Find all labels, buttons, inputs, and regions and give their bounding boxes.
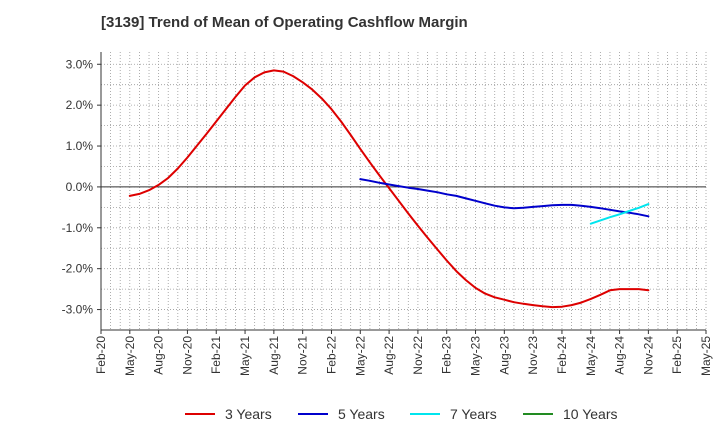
x-tick-label: Aug-24	[613, 336, 627, 375]
legend-swatch	[410, 413, 440, 415]
y-tick-label: 3.0%	[66, 57, 94, 71]
axes	[97, 52, 707, 334]
grid-lines	[100, 52, 707, 331]
y-tick-label: -2.0%	[62, 262, 94, 276]
legend: 3 Years 5 Years 7 Years 10 Years	[0, 404, 720, 424]
legend-label: 10 Years	[563, 406, 618, 422]
series-line-7-years	[589, 203, 650, 225]
x-tick-label: Nov-24	[641, 336, 655, 375]
y-tick-label: -3.0%	[62, 303, 94, 317]
y-tick-label: 1.0%	[66, 139, 94, 153]
legend-swatch	[185, 413, 215, 415]
tick-labels: 3.0% 2.0% 1.0% 0.0% -1.0% -2.0% -3.0% Feb-20 May…	[62, 57, 713, 376]
x-tick-label: Feb-24	[555, 336, 569, 374]
x-tick-label: Nov-21	[296, 336, 310, 375]
y-tick-label: 2.0%	[66, 98, 94, 112]
x-tick-label: May-20	[123, 336, 137, 376]
x-tick-label: Feb-22	[324, 336, 338, 374]
x-tick-label: Feb-21	[209, 336, 223, 374]
x-tick-label: May-23	[469, 336, 483, 376]
x-tick-label: Feb-23	[440, 336, 454, 374]
series-line-5-years	[359, 178, 650, 218]
x-tick-label: May-22	[353, 336, 367, 376]
x-tick-label: May-21	[238, 336, 252, 376]
series-lines	[128, 69, 650, 309]
y-tick-label: -1.0%	[62, 221, 94, 235]
x-tick-label: Nov-20	[180, 336, 194, 375]
legend-item: 10 Years	[523, 404, 618, 424]
x-tick-label: May-25	[699, 336, 713, 376]
x-tick-label: Aug-23	[497, 336, 511, 375]
x-tick-label: Aug-21	[267, 336, 281, 375]
x-tick-label: May-24	[584, 336, 598, 376]
legend-label: 3 Years	[225, 406, 272, 422]
legend-label: 5 Years	[338, 406, 385, 422]
x-tick-label: Feb-25	[670, 336, 684, 374]
chart-title: [3139] Trend of Mean of Operating Cashfl…	[101, 14, 468, 31]
legend-item: 5 Years	[298, 404, 385, 424]
y-tick-label: 0.0%	[66, 180, 94, 194]
legend-item: 7 Years	[410, 404, 497, 424]
x-tick-label: Aug-22	[382, 336, 396, 375]
series-line-3-years	[128, 69, 650, 309]
legend-swatch	[298, 413, 328, 415]
x-tick-label: Nov-22	[411, 336, 425, 375]
x-tick-label: Feb-20	[94, 336, 108, 374]
legend-swatch	[523, 413, 553, 415]
x-tick-label: Aug-20	[152, 336, 166, 375]
legend-label: 7 Years	[450, 406, 497, 422]
legend-item: 3 Years	[185, 404, 272, 424]
x-tick-label: Nov-23	[526, 336, 540, 375]
